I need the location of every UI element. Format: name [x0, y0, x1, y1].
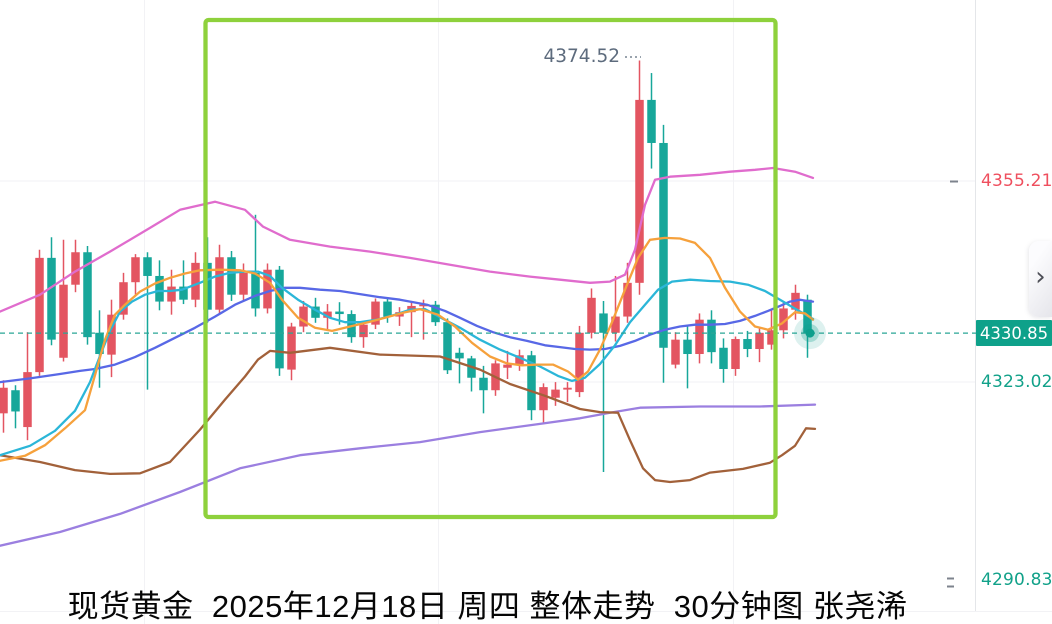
price-axis-label-lower: 4290.83 — [981, 570, 1052, 590]
chevron-right-icon: › — [1035, 262, 1046, 292]
price-axis-label-middle: 4323.02 — [981, 372, 1052, 392]
overlay-line-lower-band-brown — [0, 346, 817, 484]
last-price-marker — [794, 317, 826, 350]
highlight-annotation-box — [203, 17, 778, 520]
side-panel-expand-handle[interactable]: › — [1029, 241, 1052, 317]
overlay-line-long-ma-purple — [0, 403, 817, 547]
overlay-line-ma-orange — [0, 236, 815, 462]
candles — [0, 60, 812, 473]
overlay-line-ma-blue — [0, 286, 815, 384]
chart-caption: 现货黄金 2025年12月18日 周四 整体走势 30分钟图 张尧浠 — [67, 589, 908, 624]
price-axis-label-upper: 4355.21 — [981, 171, 1052, 191]
overlay-line-upper-band-pink — [0, 166, 815, 313]
current-price-badge: 4330.85 — [976, 320, 1052, 346]
session-high-annotation: 4374.52 — [543, 46, 620, 67]
